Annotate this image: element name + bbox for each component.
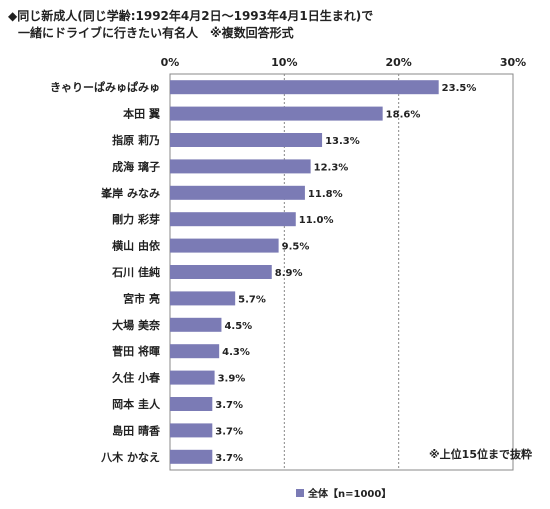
category-label: 大場 美奈 — [112, 318, 161, 332]
bar — [170, 291, 236, 306]
bar — [170, 106, 383, 121]
bar — [170, 212, 296, 227]
value-label: 3.7% — [215, 426, 243, 437]
value-label: 11.0% — [299, 215, 334, 226]
bar — [170, 317, 222, 332]
x-tick-label: 10% — [271, 56, 297, 69]
bar — [170, 449, 213, 464]
x-tick-label: 30% — [500, 56, 526, 69]
bar — [170, 344, 220, 359]
category-label: 指原 莉乃 — [112, 133, 160, 147]
bar — [170, 397, 213, 411]
category-label: 島田 晴香 — [112, 423, 161, 437]
value-label: 18.6% — [386, 110, 421, 121]
category-label: 久住 小春 — [112, 371, 161, 385]
value-label: 5.7% — [238, 294, 266, 305]
category-label: 八木 かなえ — [100, 450, 160, 464]
legend-label: 全体【n=1000】 — [308, 489, 392, 500]
bar — [170, 133, 323, 147]
legend: 全体【n=1000】 — [296, 485, 391, 500]
bar — [170, 370, 215, 385]
value-label: 3.7% — [215, 400, 243, 411]
value-label: 11.8% — [308, 189, 343, 200]
category-label: 本田 翼 — [123, 107, 160, 121]
bar — [170, 423, 213, 438]
value-label: 13.3% — [325, 136, 360, 147]
value-label: 8.9% — [275, 268, 303, 279]
value-label: 12.3% — [314, 162, 349, 173]
value-label: 9.5% — [282, 242, 310, 253]
category-label: 峯岸 みなみ — [100, 186, 160, 200]
legend-swatch — [296, 488, 304, 497]
value-label: 3.9% — [218, 374, 246, 385]
bar — [170, 80, 439, 95]
bar — [170, 265, 272, 279]
x-tick-label: 20% — [385, 56, 411, 69]
value-label: 4.3% — [222, 347, 250, 358]
value-label: 3.7% — [215, 453, 243, 464]
value-label: 23.5% — [442, 83, 477, 94]
bar — [170, 185, 305, 200]
category-label: きゃりーぱみゅぱみゅ — [50, 80, 160, 94]
category-label: 石川 佳純 — [111, 265, 160, 279]
x-tick-label: 0% — [161, 56, 180, 69]
category-label: 成海 璃子 — [112, 159, 160, 173]
category-label: 宮市 亮 — [123, 291, 160, 305]
value-label: 4.5% — [224, 321, 252, 332]
bar — [170, 238, 279, 253]
bar — [170, 159, 311, 174]
footnote: ※上位15位まで抜粋 — [428, 448, 532, 461]
category-label: 横山 由依 — [112, 239, 161, 253]
chart-title: ◆同じ新成人(同じ学齢:1992年4月2日～1993年4月1日生まれ)で 一緒に… — [8, 8, 373, 42]
chart-title-line1: ◆同じ新成人(同じ学齢:1992年4月2日～1993年4月1日生まれ)で — [8, 9, 374, 23]
chart-title-line2: 一緒にドライブに行きたい有名人 ※複数回答形式 — [18, 26, 294, 40]
category-label: 菅田 将暉 — [112, 344, 160, 358]
category-label: 岡本 圭人 — [112, 397, 161, 411]
category-label: 剛力 彩芽 — [112, 212, 160, 226]
